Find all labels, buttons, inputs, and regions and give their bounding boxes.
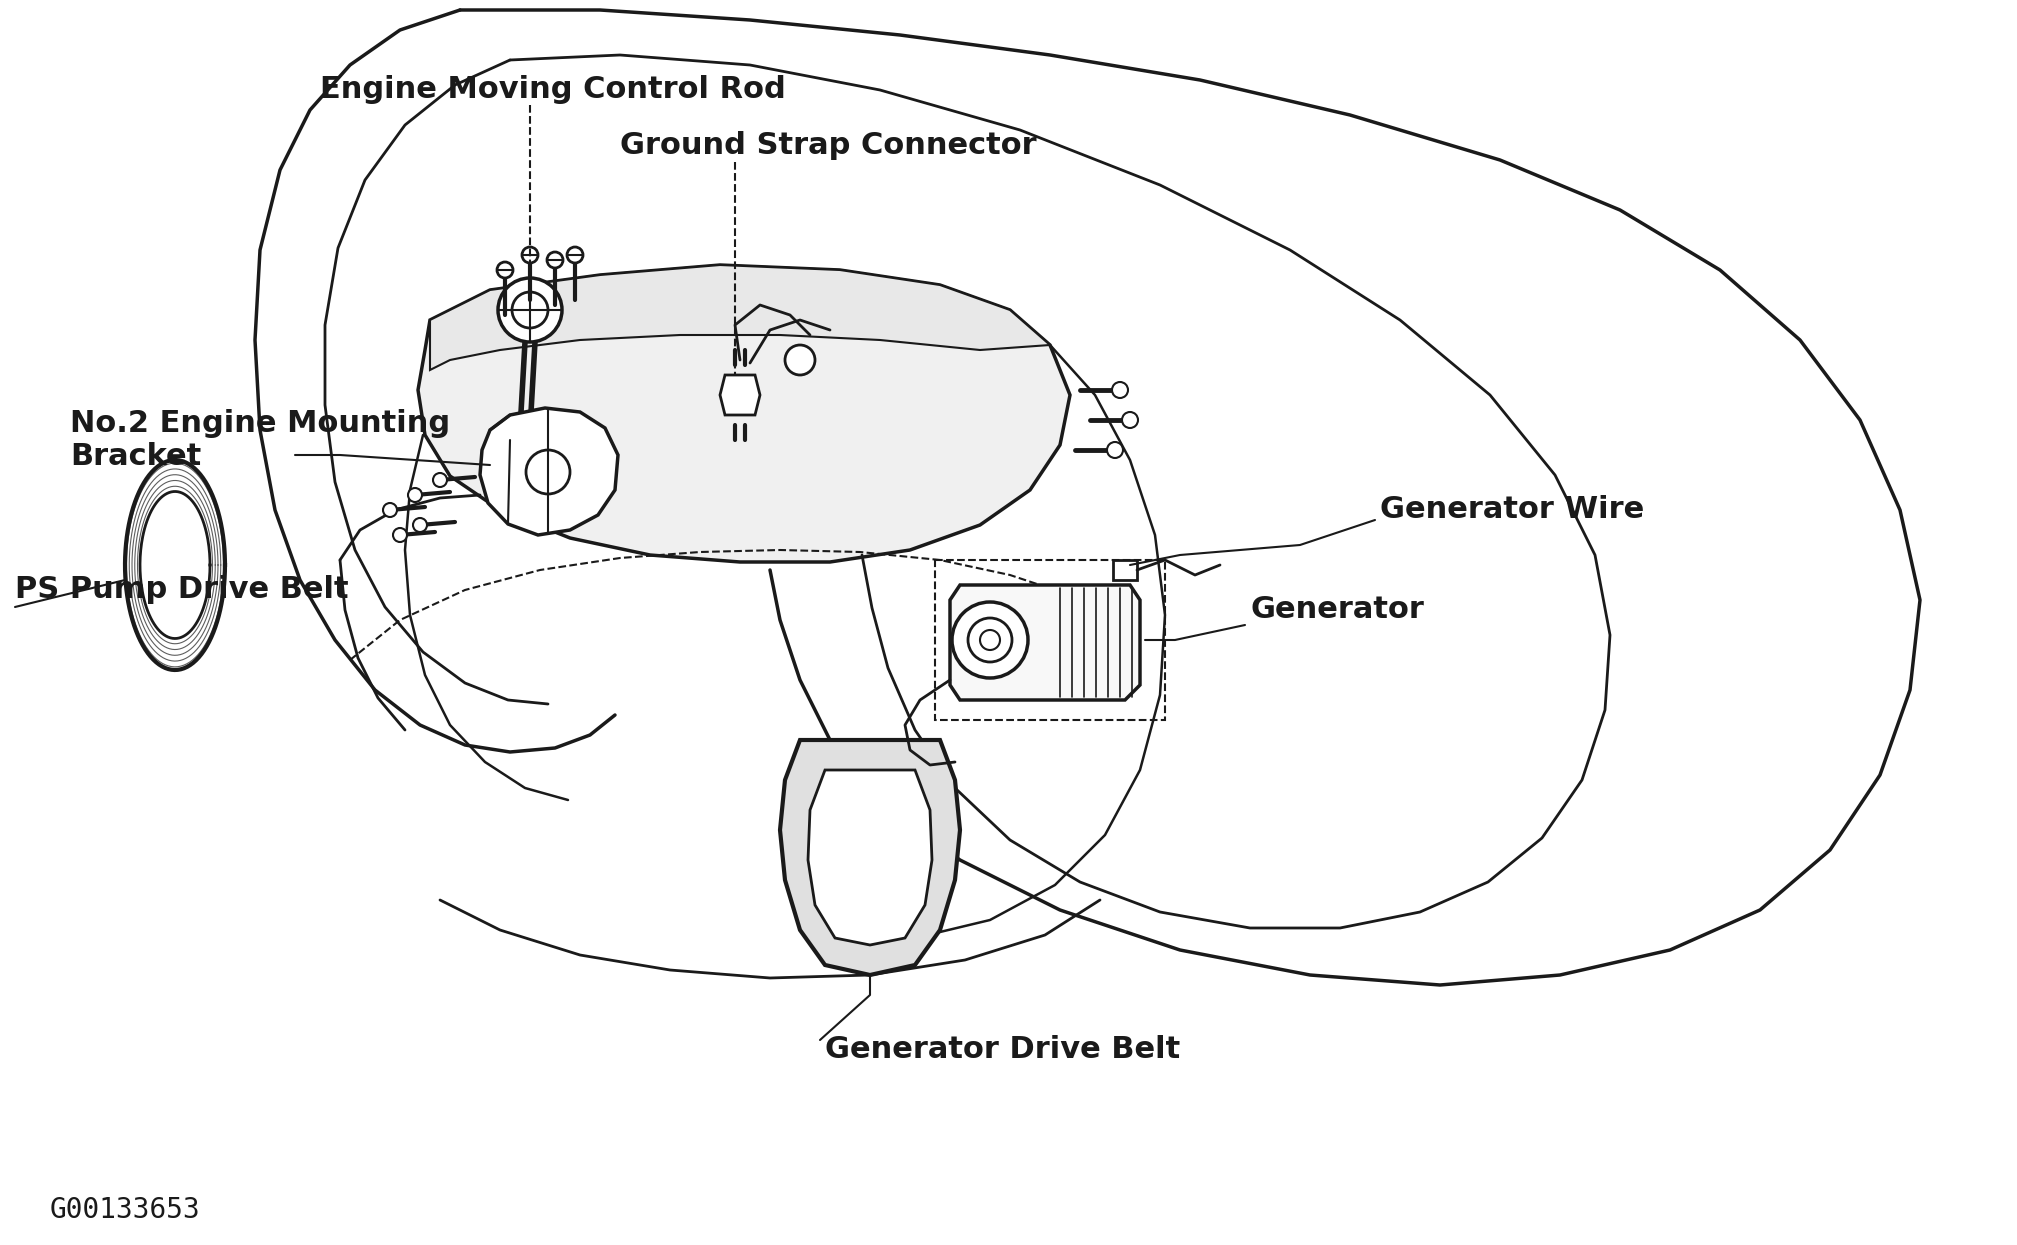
Circle shape xyxy=(1107,442,1123,458)
Circle shape xyxy=(952,603,1029,679)
Polygon shape xyxy=(809,769,932,945)
Circle shape xyxy=(496,261,512,278)
Circle shape xyxy=(1121,412,1138,428)
Polygon shape xyxy=(430,265,1051,370)
Circle shape xyxy=(526,449,571,494)
Circle shape xyxy=(567,247,583,263)
Circle shape xyxy=(785,345,815,375)
Circle shape xyxy=(547,251,563,268)
Polygon shape xyxy=(1113,560,1138,580)
Text: Generator Wire: Generator Wire xyxy=(1380,496,1644,524)
Text: Generator Drive Belt: Generator Drive Belt xyxy=(825,1036,1180,1064)
Circle shape xyxy=(1111,382,1128,398)
Text: Ground Strap Connector: Ground Strap Connector xyxy=(619,131,1037,159)
Polygon shape xyxy=(480,408,617,535)
Circle shape xyxy=(383,503,397,517)
Circle shape xyxy=(413,518,428,532)
Text: Engine Moving Control Rod: Engine Moving Control Rod xyxy=(321,76,787,105)
Polygon shape xyxy=(418,265,1069,561)
Text: No.2 Engine Mounting
Bracket: No.2 Engine Mounting Bracket xyxy=(71,408,450,472)
Text: PS Pump Drive Belt: PS Pump Drive Belt xyxy=(14,575,349,605)
Text: G00133653: G00133653 xyxy=(50,1196,202,1224)
Polygon shape xyxy=(781,740,960,975)
Circle shape xyxy=(434,473,448,487)
Circle shape xyxy=(498,278,563,342)
Circle shape xyxy=(522,247,539,263)
Polygon shape xyxy=(950,585,1140,700)
Polygon shape xyxy=(720,375,760,415)
Circle shape xyxy=(407,488,422,502)
Circle shape xyxy=(393,528,407,542)
Text: Generator: Generator xyxy=(1251,595,1424,625)
